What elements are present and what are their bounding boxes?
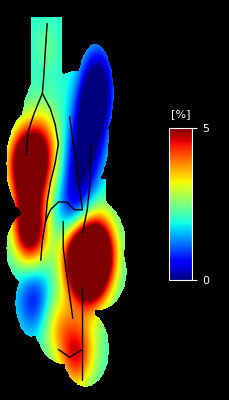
Text: [%]: [%] [171, 109, 191, 119]
